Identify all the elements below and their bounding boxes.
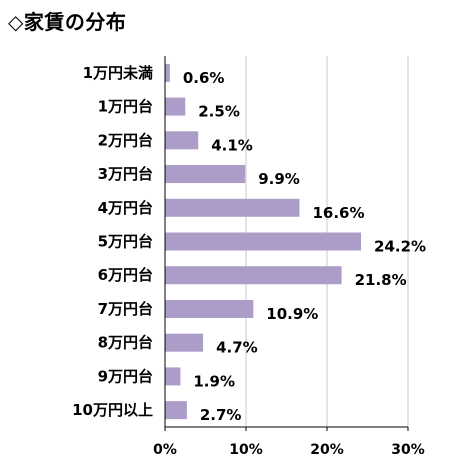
value-labels: 0.6% 2.5% 4.1% 9.9% 16.6% 24.2% 21.8% 10.9% 4.7%… (183, 69, 426, 424)
value-label-0: 0.6% (183, 69, 225, 87)
bar-0 (165, 63, 170, 82)
value-label-8: 4.7% (216, 339, 258, 357)
bar-1 (165, 97, 186, 116)
bar-4 (165, 198, 300, 217)
category-label-9: 9万円台 (98, 367, 153, 385)
category-label-5: 5万円台 (98, 233, 153, 251)
bar-9 (165, 367, 181, 386)
tick-label-20: 20% (310, 442, 344, 458)
value-label-9: 1.9% (193, 372, 235, 390)
bar-7 (165, 299, 254, 318)
value-label-1: 2.5% (198, 103, 240, 121)
category-label-1: 1万円台 (98, 98, 153, 116)
category-label-8: 8万円台 (98, 334, 153, 352)
bar-2 (165, 131, 199, 150)
value-label-10: 2.7% (200, 406, 242, 424)
category-label-10: 10万円以上 (72, 401, 153, 419)
category-label-7: 7万円台 (98, 300, 153, 318)
tick-label-10: 10% (229, 442, 263, 458)
value-label-2: 4.1% (211, 136, 253, 154)
category-label-3: 3万円台 (98, 165, 153, 183)
category-label-4: 4万円台 (98, 199, 153, 217)
category-label-6: 6万円台 (98, 266, 153, 284)
value-label-5: 24.2% (374, 238, 426, 256)
tick-label-30: 30% (391, 442, 425, 458)
bar-3 (165, 165, 246, 184)
axes (164, 56, 409, 431)
category-labels: 1万円未満 1万円台 2万円台 3万円台 4万円台 5万円台 6万円台 7万円台 8万円台 9万円… (72, 64, 153, 419)
bar-8 (165, 333, 204, 352)
category-label-0: 1万円未満 (83, 64, 153, 82)
bar-10 (165, 401, 187, 420)
tick-label-0: 0% (153, 442, 177, 458)
bars (165, 63, 362, 420)
value-label-7: 10.9% (266, 305, 318, 323)
category-label-2: 2万円台 (98, 131, 153, 149)
bar-6 (165, 266, 342, 285)
bar-5 (165, 232, 362, 251)
x-tick-labels: 0% 10% 20% 30% (153, 442, 425, 458)
value-label-3: 9.9% (258, 170, 300, 188)
value-label-4: 16.6% (312, 204, 364, 222)
chart-title: ◇家賃の分布 (8, 10, 127, 34)
value-label-6: 21.8% (355, 271, 407, 289)
